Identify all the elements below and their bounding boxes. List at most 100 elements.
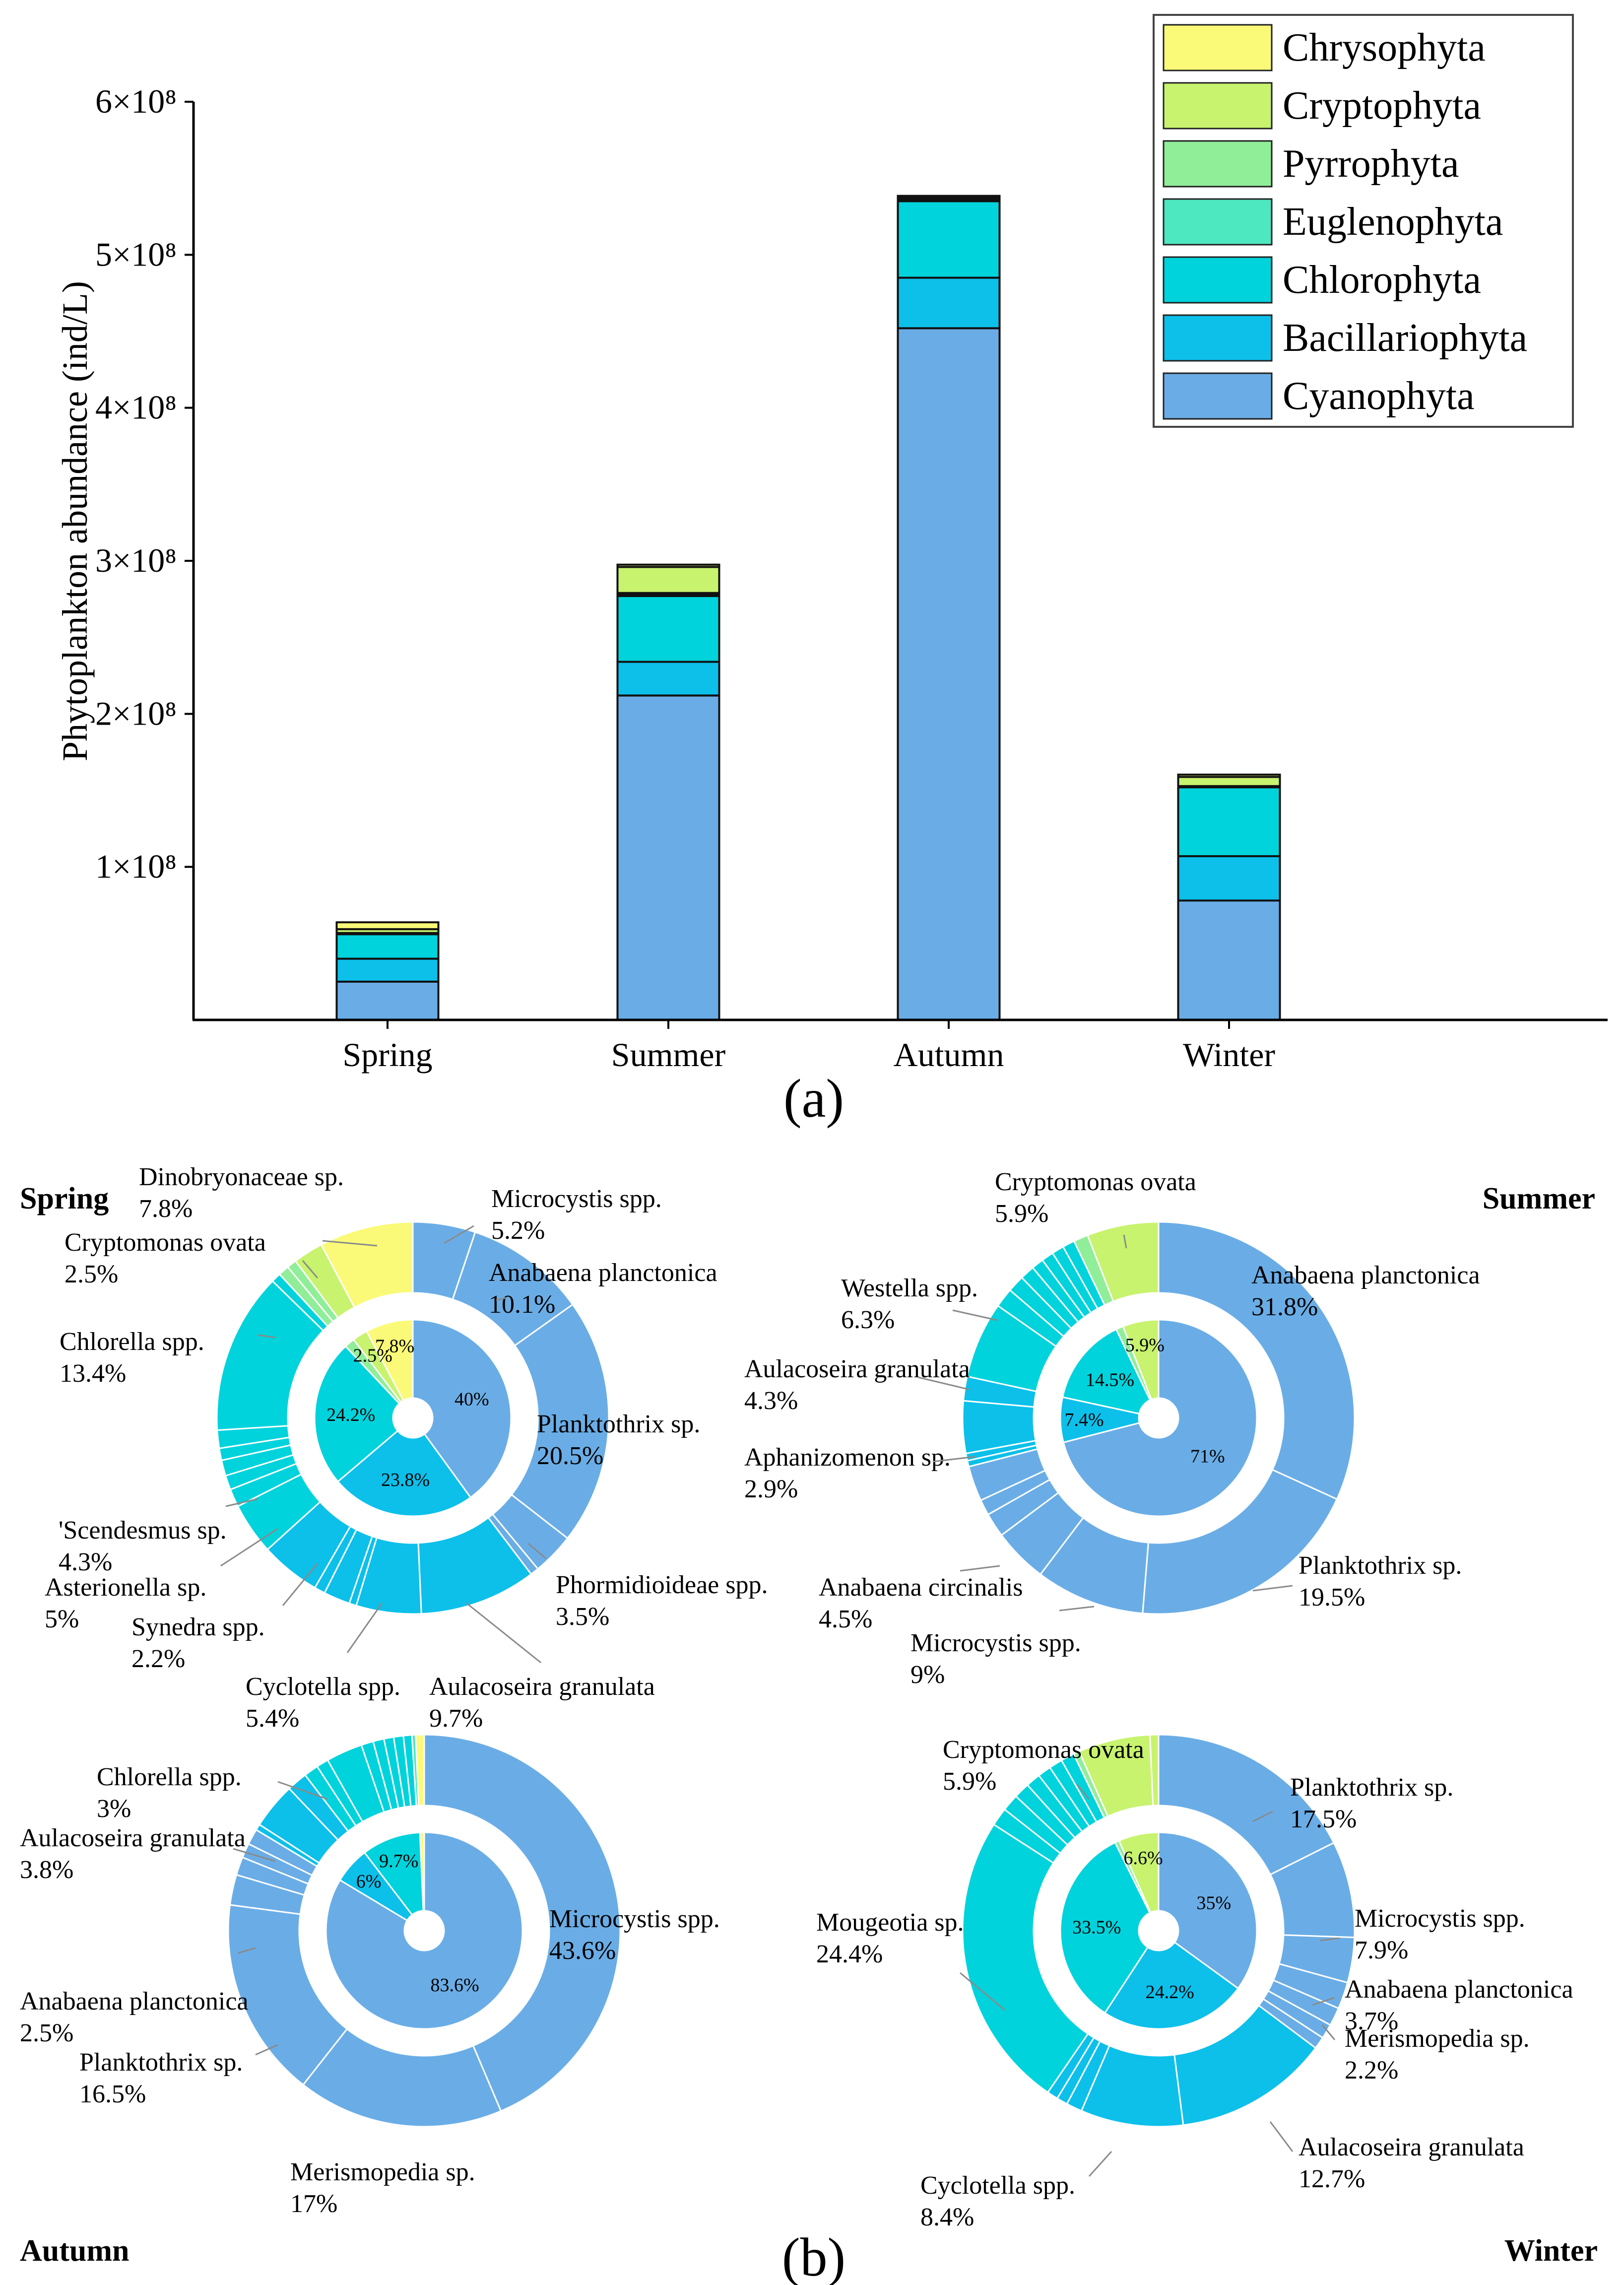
annotation-pct: 3.8%: [20, 1856, 73, 1884]
outer-slice: [1142, 1469, 1338, 1615]
leader-line: [917, 1376, 971, 1391]
annotation-pct: 6.3%: [841, 1306, 895, 1334]
annotation-name: Cryptomonas ovata: [995, 1168, 1196, 1196]
inner-slice-label: 5.9%: [1125, 1335, 1165, 1356]
y-tick-label: 3×10⁸: [95, 541, 177, 579]
leader-line: [1252, 1585, 1293, 1592]
annotation-pct: 4.3%: [59, 1548, 112, 1576]
legend-swatch: [1163, 82, 1273, 130]
annotation-name: Cryptomonas ovata: [943, 1736, 1144, 1764]
y-ticks: 1×10⁸ 2×10⁸ 3×10⁸ 4×10⁸ 5×10⁸ 6×10⁸: [95, 82, 194, 885]
annotation-name: Microcystis spp.: [491, 1185, 662, 1213]
leader-line: [528, 1543, 546, 1559]
y-tick-label: 6×10⁸: [95, 82, 177, 120]
x-tick-label: Spring: [342, 1036, 432, 1074]
leader-line: [960, 1565, 1000, 1572]
bar-segment: [616, 595, 720, 663]
annotation-pct: 2.2%: [1345, 2056, 1398, 2084]
legend-swatch: [1163, 24, 1273, 71]
annotation-pct: 8.4%: [920, 2203, 974, 2231]
y-tick-label: 4×10⁸: [95, 389, 177, 426]
leader-line: [1088, 2151, 1112, 2177]
annotation-name: Microcystis spp.: [910, 1629, 1081, 1657]
annotation-name: Aulacoseira granulata: [20, 1824, 246, 1852]
annotation-pct: 4.5%: [819, 1605, 872, 1633]
leader-line: [277, 1781, 328, 1800]
annotation-pct: 2.9%: [744, 1475, 798, 1503]
inner-slice-label: 7.4%: [1064, 1410, 1104, 1430]
annotation-name: Planktothrix sp.: [79, 2048, 243, 2077]
y-tick-label: 2×10⁸: [95, 694, 177, 732]
leader-line: [1123, 1234, 1127, 1249]
outer-slice: [1158, 1221, 1356, 1500]
leader-line: [496, 1297, 507, 1301]
legend-swatch: [1163, 256, 1273, 304]
legend-label: Chrysophyta: [1283, 26, 1486, 69]
annotation-pct: 5%: [45, 1605, 79, 1633]
annotation-pct: 3.5%: [556, 1603, 609, 1631]
inner-slice: [1061, 1328, 1151, 1415]
leader-line: [322, 1240, 378, 1247]
outer-slice: [1086, 1221, 1160, 1303]
inner-slice: [412, 1319, 512, 1499]
annotation-name: Aulacoseira granulata: [429, 1673, 655, 1701]
inner-slice-label: 40%: [455, 1389, 489, 1410]
inner-slice-label: 71%: [1190, 1446, 1225, 1467]
annotation-pct: 7.9%: [1355, 1936, 1408, 1964]
bar-segment: [616, 563, 720, 568]
legend-swatch: [1163, 314, 1273, 362]
annotation-pct: 2.5%: [65, 1260, 118, 1288]
annotation-name: Anabaena circinalis: [819, 1573, 1023, 1602]
legend-label: Pyrrophyta: [1283, 142, 1459, 186]
leader-line: [466, 1602, 541, 1664]
annotation-pct: 2.5%: [20, 2019, 73, 2047]
annotation-name: Dinobryonaceae sp.: [139, 1163, 344, 1191]
bar-segment: [1177, 773, 1281, 778]
annotation-name: Chlorella spp.: [60, 1328, 204, 1356]
annotation-pct: 10.1%: [489, 1290, 555, 1319]
inner-slice-label: 6%: [356, 1871, 382, 1892]
annotation-name: 'Scendesmus sp.: [59, 1516, 227, 1545]
leader-line: [282, 1563, 319, 1606]
leader-line: [444, 1225, 474, 1244]
annotation-pct: 17%: [290, 2190, 337, 2218]
legend-label: Cyanophyta: [1283, 374, 1475, 418]
annotation-name: Synedra spp.: [131, 1613, 265, 1641]
leader-line: [346, 1603, 383, 1653]
inner-slice: [1104, 1941, 1239, 2030]
annotation-pct: 3.7%: [1345, 2007, 1398, 2035]
annotation-pct: 43.6%: [549, 1937, 616, 1965]
outer-slice: [510, 1303, 610, 1540]
annotation-name: Chlorella spp.: [97, 1763, 242, 1791]
outer-slice: [227, 1904, 348, 2086]
inner-slice: [365, 1319, 414, 1402]
annotation-name: Westella spp.: [841, 1274, 978, 1302]
legend-label: Cryptophyta: [1283, 84, 1481, 128]
leader-line: [1319, 1937, 1340, 1942]
outer-slice: [1149, 1734, 1160, 1807]
annotation-pct: 17.5%: [1290, 1805, 1357, 1833]
x-tick-label: Winter: [1183, 1036, 1275, 1074]
inner-slice-label: 23.8%: [381, 1470, 430, 1490]
inner-slice: [336, 1429, 472, 1517]
annotation-pct: 5.9%: [943, 1767, 996, 1796]
inner-slice-label: 24.2%: [1146, 1982, 1194, 2003]
annotation-name: Microcystis spp.: [1355, 1904, 1525, 1933]
legend-swatch: [1163, 198, 1273, 246]
annotation-name: Cyclotella spp.: [246, 1673, 400, 1701]
annotation-name: Aulacoseira granulata: [1299, 2133, 1524, 2161]
leader-line: [220, 1528, 278, 1567]
donut-summer: Summer 71% 7.4% 14.5% 5.9%: [962, 1182, 1595, 1615]
inner-slice: [314, 1345, 400, 1483]
annotation-pct: 24.4%: [816, 1940, 883, 1968]
inner-slice: [325, 1831, 523, 2030]
bar-segment: [1177, 855, 1281, 902]
bar-segment: [335, 921, 440, 931]
inner-slice: [1062, 1319, 1258, 1517]
leader-line: [1252, 1811, 1273, 1822]
annotation-name: Anabaena planctonica: [1251, 1261, 1480, 1289]
bar-segment: [897, 327, 1001, 1021]
bar-segment: [1177, 899, 1281, 1021]
legend-label: Bacillariophyta: [1283, 316, 1527, 360]
